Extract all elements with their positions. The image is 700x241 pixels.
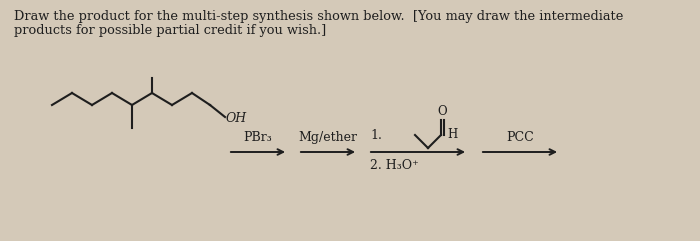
Text: Draw the product for the multi-step synthesis shown below.  [You may draw the in: Draw the product for the multi-step synt… bbox=[14, 10, 624, 23]
Text: products for possible partial credit if you wish.]: products for possible partial credit if … bbox=[14, 24, 326, 37]
Text: H: H bbox=[447, 128, 457, 141]
Text: O: O bbox=[438, 105, 447, 118]
Text: PBr₃: PBr₃ bbox=[244, 131, 272, 144]
Text: OH: OH bbox=[226, 112, 247, 125]
Text: 1.: 1. bbox=[370, 129, 382, 142]
Text: Mg/ether: Mg/ether bbox=[298, 131, 358, 144]
Text: 2. H₃O⁺: 2. H₃O⁺ bbox=[370, 159, 419, 172]
Text: PCC: PCC bbox=[506, 131, 534, 144]
